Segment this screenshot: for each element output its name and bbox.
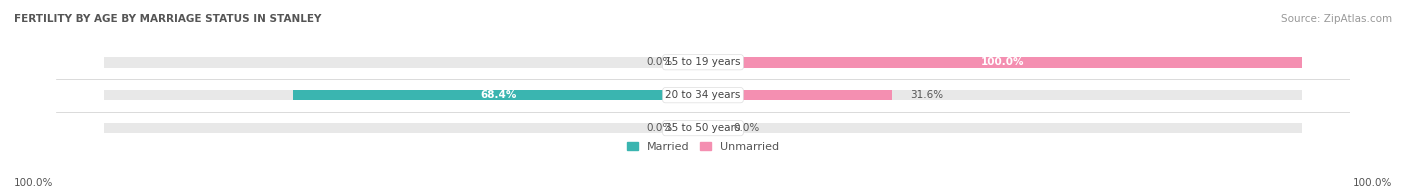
Text: 68.4%: 68.4% [479, 90, 516, 100]
Bar [685, 123, 703, 133]
Bar [703, 90, 1302, 101]
Bar [104, 90, 703, 101]
Bar [104, 57, 703, 68]
Legend: Married, Unmarried: Married, Unmarried [621, 137, 785, 156]
Text: 15 to 19 years: 15 to 19 years [665, 57, 741, 67]
Bar [703, 57, 1302, 68]
Bar [294, 90, 703, 101]
Text: FERTILITY BY AGE BY MARRIAGE STATUS IN STANLEY: FERTILITY BY AGE BY MARRIAGE STATUS IN S… [14, 14, 322, 24]
Bar [703, 123, 721, 133]
Text: 0.0%: 0.0% [733, 123, 759, 133]
Bar [104, 123, 703, 133]
Text: 100.0%: 100.0% [14, 178, 53, 188]
Text: 100.0%: 100.0% [980, 57, 1024, 67]
Text: 0.0%: 0.0% [647, 57, 673, 67]
Text: 20 to 34 years: 20 to 34 years [665, 90, 741, 100]
Text: Source: ZipAtlas.com: Source: ZipAtlas.com [1281, 14, 1392, 24]
Text: 0.0%: 0.0% [647, 123, 673, 133]
Bar [685, 57, 703, 68]
Bar [703, 123, 1302, 133]
Bar [703, 90, 893, 101]
Text: 35 to 50 years: 35 to 50 years [665, 123, 741, 133]
Text: 100.0%: 100.0% [1353, 178, 1392, 188]
Text: 31.6%: 31.6% [910, 90, 943, 100]
Bar [703, 57, 1302, 68]
